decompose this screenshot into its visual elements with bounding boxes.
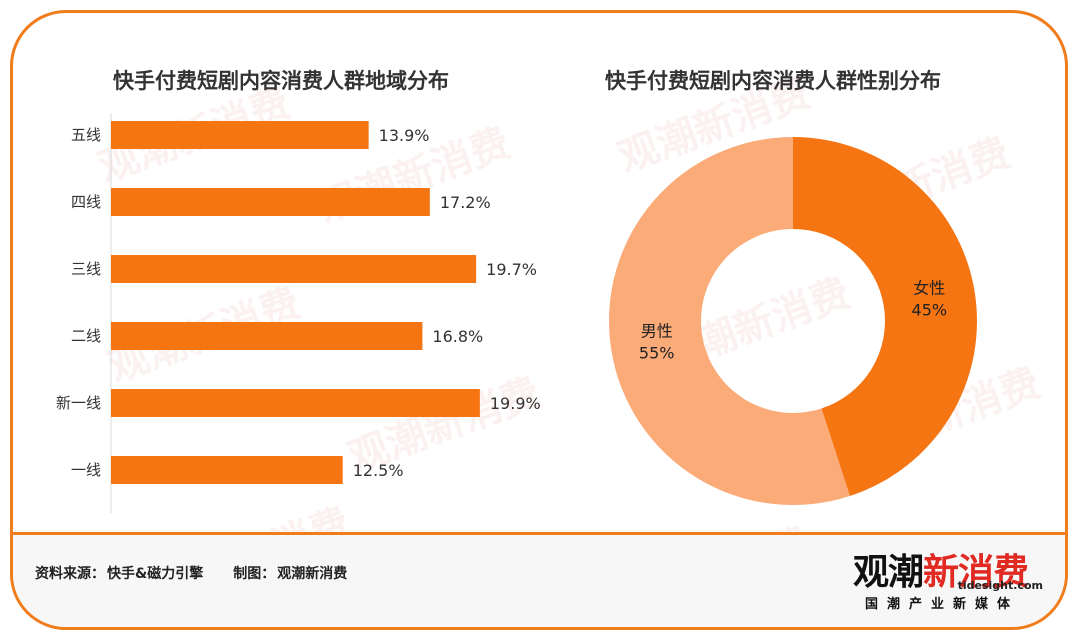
donut-slice	[608, 137, 850, 505]
bar	[111, 389, 480, 417]
made-value: 观潮新消费	[277, 566, 348, 582]
bar	[111, 188, 430, 216]
bar-value-label: 13.9%	[379, 126, 430, 145]
brand-logo: 观潮新消费 tidesight.com 国潮产业新媒体	[853, 543, 1043, 613]
source-line: 资料来源： 快手&磁力引擎 制图： 观潮新消费	[35, 563, 349, 583]
slice-name-label: 女性	[913, 278, 945, 297]
category-label: 二线	[71, 327, 101, 345]
bar	[111, 255, 477, 283]
category-label: 一线	[71, 461, 101, 479]
chart-frame: 观潮新消费 观潮新消费 观潮新消费 观潮新消费 观潮新消费 观潮新消费 观潮新消…	[10, 10, 1068, 630]
slice-value-label: 45%	[912, 300, 948, 319]
made-label: 制图：	[233, 566, 276, 582]
logo-main-a: 观潮	[853, 552, 924, 593]
footer: 资料来源： 快手&磁力引擎 制图： 观潮新消费 观潮新消费 tidesight.com…	[13, 532, 1065, 627]
category-label: 四线	[71, 193, 101, 211]
bar-value-label: 19.9%	[490, 394, 541, 413]
donut-chart-title: 快手付费短剧内容消费人群性别分布	[605, 69, 941, 93]
bar-chart: 五线 13.9% 四线 17.2% 三线 19.7% 二线 16.8% 新一线 19.9% 一线 12…	[56, 113, 541, 513]
logo-main-b: 新消费	[923, 552, 1029, 593]
bar	[111, 456, 343, 484]
slice-name-label: 男性	[641, 322, 673, 341]
bar-value-label: 19.7%	[486, 260, 537, 279]
category-label: 三线	[71, 260, 101, 278]
source-value: 快手&磁力引擎	[107, 566, 204, 582]
logo-wordmark: 观潮新消费	[853, 543, 1029, 595]
logo-tagline: 国潮产业新媒体	[865, 597, 1020, 612]
category-label: 五线	[71, 126, 101, 144]
logo-domain: tidesight.com	[957, 579, 1043, 592]
bar	[111, 121, 369, 149]
bar-value-label: 16.8%	[432, 327, 483, 346]
donut-slice	[793, 137, 977, 496]
bar-value-label: 12.5%	[353, 461, 404, 480]
category-label: 新一线	[56, 394, 101, 412]
bar	[111, 322, 423, 350]
source-label: 资料来源：	[35, 566, 105, 582]
bar-chart-title: 快手付费短剧内容消费人群地域分布	[113, 69, 449, 93]
bar-value-label: 17.2%	[440, 193, 491, 212]
donut-chart: 女性 45% 男性 55%	[608, 137, 977, 505]
slice-value-label: 55%	[639, 344, 675, 363]
